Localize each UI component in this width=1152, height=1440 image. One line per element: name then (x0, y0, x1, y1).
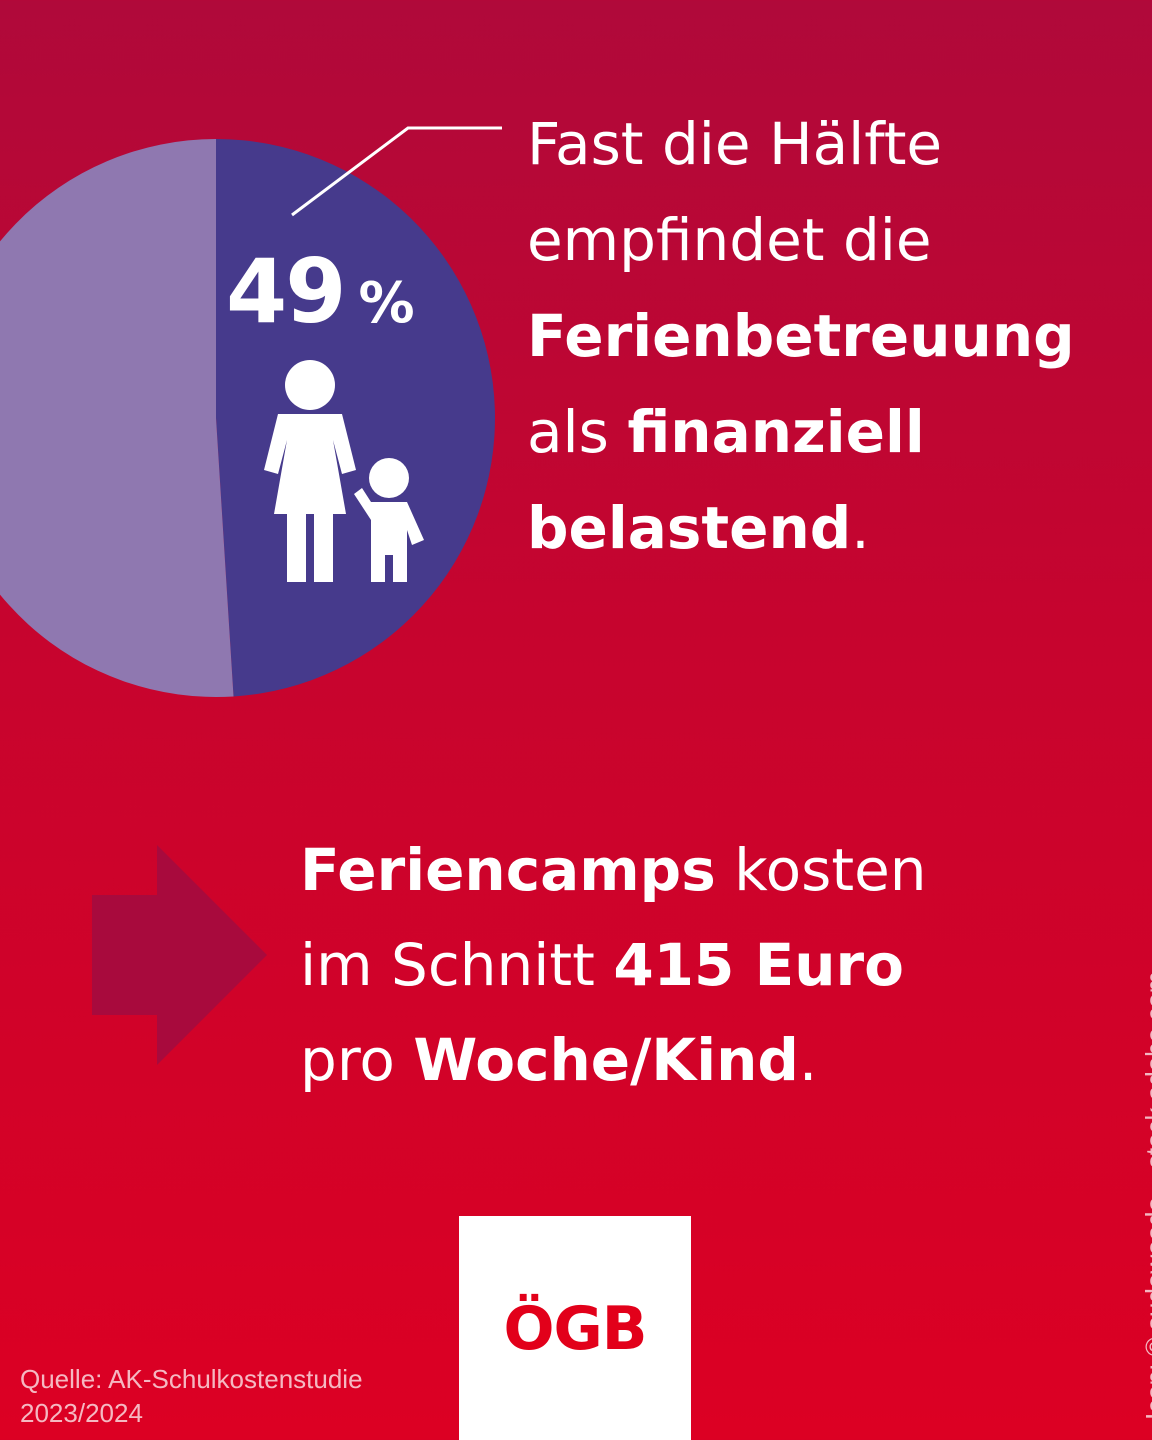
headline-line-4-pre: als (527, 398, 628, 466)
headline-line-3: Ferienbetreuung (527, 302, 1075, 370)
camps-line-3: pro Woche/Kind. (300, 1013, 1060, 1108)
source-note: Quelle: AK-Schulkostenstudie 2023/2024 (20, 1362, 363, 1430)
source-line-1: Quelle: AK-Schulkostenstudie (20, 1364, 363, 1394)
camps-line-2: im Schnitt 415 Euro (300, 918, 1060, 1013)
camps-line-3-pre: pro (300, 1026, 414, 1094)
camps-line-1: Feriencamps kosten (300, 823, 1060, 918)
headline-line-5: belastend. (527, 480, 1127, 576)
headline-text: Fast die Hälfte empfindet die Ferienbetr… (527, 96, 1127, 576)
headline-line-4-bold: finanziell (627, 398, 925, 466)
camps-line-3-bold: Woche/Kind (413, 1026, 799, 1094)
pie-chart (0, 126, 502, 697)
pie-slice-1 (216, 139, 495, 697)
percentage-number: 49 (226, 240, 346, 343)
callout-line (291, 126, 502, 217)
oegb-logo: ÖGB (459, 1216, 691, 1440)
headline-line-4: als finanziell (527, 384, 1127, 480)
headline-line-5-post: . (851, 494, 870, 562)
pie-slice-2 (0, 139, 234, 697)
camps-line-1-rest: kosten (715, 836, 927, 904)
headline-line-1: Fast die Hälfte (527, 110, 943, 178)
logo-text: ÖGB (503, 1294, 648, 1364)
camps-line-3-post: . (798, 1026, 818, 1094)
camps-line-2-pre: im Schnitt (300, 931, 614, 999)
camps-line-2-bold: 415 Euro (613, 931, 904, 999)
source-line-2: 2023/2024 (20, 1398, 143, 1428)
camps-line-1-bold: Feriencamps (300, 836, 716, 904)
arrow-icon (92, 845, 267, 1065)
camps-text: Feriencamps kosten im Schnitt 415 Euro p… (300, 823, 1060, 1108)
icon-credit: Icon: © sudowoodo – stock.adobe.com (1140, 971, 1152, 1420)
percentage-sign: % (358, 271, 415, 336)
percentage-label: 49% (226, 240, 415, 343)
headline-line-5-bold: belastend (527, 494, 852, 562)
headline-line-2: empfindet die (527, 206, 932, 274)
parent-child-icon (264, 360, 424, 582)
